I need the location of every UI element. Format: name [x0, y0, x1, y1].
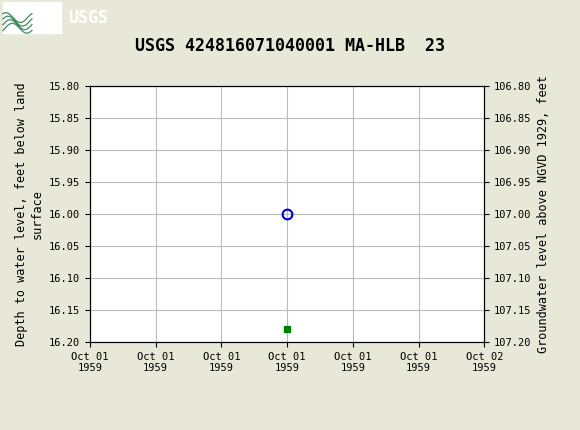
- Y-axis label: Depth to water level, feet below land
surface: Depth to water level, feet below land su…: [16, 82, 44, 346]
- Y-axis label: Groundwater level above NGVD 1929, feet: Groundwater level above NGVD 1929, feet: [537, 75, 550, 353]
- Text: USGS 424816071040001 MA-HLB  23: USGS 424816071040001 MA-HLB 23: [135, 37, 445, 55]
- Text: USGS: USGS: [68, 9, 108, 27]
- FancyBboxPatch shape: [3, 2, 61, 33]
